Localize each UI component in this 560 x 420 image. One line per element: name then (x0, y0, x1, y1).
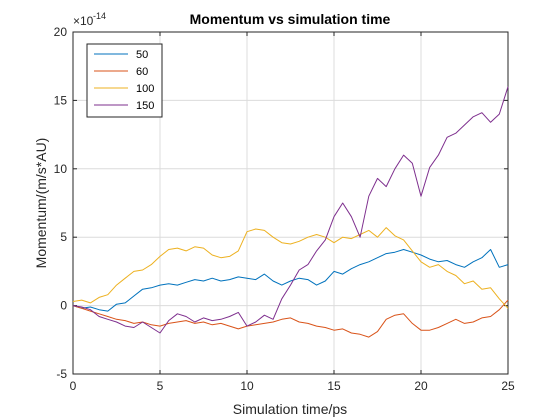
legend[interactable]: 50 60 100 150 (86, 43, 163, 118)
legend-label-150: 150 (136, 100, 154, 112)
axis-exponent-base: ×10 (73, 14, 94, 28)
x-tick-label: 15 (327, 379, 341, 393)
legend-label-50: 50 (136, 49, 148, 61)
y-tick-label: 0 (60, 299, 67, 313)
y-tick-label: 20 (54, 25, 68, 39)
chart-title: Momentum vs simulation time (190, 11, 391, 27)
y-tick-label: -5 (56, 367, 67, 381)
y-axis-label: Momentum/(m/s*AU) (33, 138, 49, 269)
series-line-50 (72, 249, 509, 312)
y-tick-label: 5 (60, 230, 67, 244)
x-tick-label: 10 (240, 379, 254, 393)
x-tick-label: 20 (414, 379, 428, 393)
legend-label-60: 60 (136, 66, 148, 78)
series-line-100 (72, 227, 509, 309)
series-line-60 (72, 299, 509, 338)
axis-exponent: ×10 -14 (73, 11, 106, 28)
axis-exponent-power: -14 (93, 11, 106, 21)
x-tick-label: 0 (70, 379, 77, 393)
y-tick-label: 15 (54, 93, 68, 107)
x-axis-label: Simulation time/ps (233, 401, 347, 417)
legend-label-100: 100 (136, 83, 154, 95)
series-line-150 (72, 86, 509, 334)
data-series (72, 86, 509, 338)
x-tick-label: 5 (157, 379, 164, 393)
plot-area-border (72, 31, 509, 375)
x-tick-label: 25 (501, 379, 515, 393)
y-tick-label: 10 (54, 162, 68, 176)
